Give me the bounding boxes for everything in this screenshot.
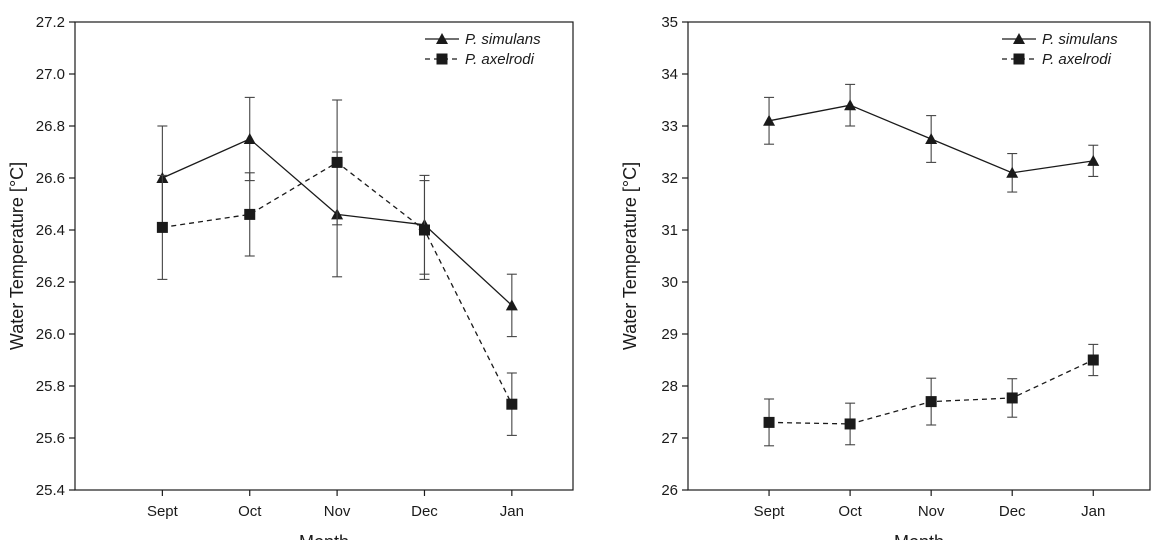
y-tick-label: 26.4: [36, 222, 65, 239]
right-panel: 26 27 28 29 30 31 32 33 34 35 Sept Oct Nov Dec Jan Wate…: [620, 14, 1151, 540]
y-tick-label: 27: [661, 430, 678, 447]
y-tick-label: 31: [661, 222, 678, 239]
plot-frame: [74, 21, 574, 491]
x-tick-label: Sept: [754, 503, 786, 520]
y-tick-label: 25.8: [36, 378, 65, 395]
left-panel: 25.4 25.6 25.8 26.0 26.2 26.4 26.6 26.8 27.0 27.2…: [7, 14, 574, 540]
data-point-square: [763, 416, 775, 428]
legend-marker-triangle: [436, 33, 448, 44]
x-axis-label: Month: [299, 532, 349, 540]
legend-label: P. simulans: [465, 31, 541, 48]
x-axis-label: Month: [894, 532, 944, 540]
data-point-square: [156, 221, 168, 233]
x-tick-label: Jan: [1081, 503, 1105, 520]
y-tick-label: 26.2: [36, 274, 65, 291]
data-point-square: [1087, 354, 1099, 366]
y-tick-label: 26.0: [36, 326, 65, 343]
data-point-square: [1006, 392, 1018, 404]
data-point-triangle: [1087, 154, 1100, 166]
legend-marker-square: [436, 53, 448, 65]
y-tick-label: 35: [661, 14, 678, 31]
data-point-square: [331, 156, 343, 168]
y-tick-label: 25.4: [36, 482, 65, 499]
x-tick-label: Nov: [918, 503, 945, 520]
x-tick-label: Oct: [838, 503, 862, 520]
y-axis-label: Water Temperature [°C]: [7, 162, 27, 350]
y-axis-label: Water Temperature [°C]: [620, 162, 640, 350]
y-tick-label: 30: [661, 274, 678, 291]
y-tick-label: 26.6: [36, 170, 65, 187]
x-tick-label: Dec: [999, 503, 1026, 520]
y-tick-label: 34: [661, 66, 678, 83]
y-tick-label: 25.6: [36, 430, 65, 447]
data-point-square: [844, 418, 856, 430]
y-tick-label: 27.0: [36, 66, 65, 83]
plot-frame: [687, 21, 1151, 491]
data-point-square: [506, 398, 518, 410]
x-tick-label: Dec: [411, 503, 438, 520]
data-point-square: [418, 224, 430, 236]
legend-marker-triangle: [1013, 33, 1025, 44]
data-point-square: [244, 208, 256, 220]
data-point-triangle: [763, 114, 776, 126]
legend-label: P. axelrodi: [1042, 51, 1112, 68]
y-tick-label: 28: [661, 378, 678, 395]
x-tick-label: Jan: [500, 503, 524, 520]
data-point-triangle: [243, 133, 256, 144]
x-tick-label: Sept: [147, 503, 179, 520]
legend-marker-square: [1013, 53, 1025, 65]
legend-label: P. axelrodi: [465, 51, 535, 68]
x-tick-label: Oct: [238, 503, 262, 520]
data-point-triangle: [1006, 166, 1019, 178]
x-tick-label: Nov: [324, 503, 351, 520]
y-tick-label: 33: [661, 118, 678, 135]
y-tick-label: 26: [661, 482, 678, 499]
y-tick-label: 32: [661, 170, 678, 187]
data-point-triangle: [844, 99, 857, 111]
data-point-square: [925, 396, 937, 408]
legend-label: P. simulans: [1042, 31, 1118, 48]
y-tick-label: 27.2: [36, 14, 65, 31]
y-tick-label: 29: [661, 326, 678, 343]
data-point-triangle: [925, 133, 938, 144]
data-point-triangle: [505, 299, 518, 311]
y-tick-label: 26.8: [36, 118, 65, 135]
